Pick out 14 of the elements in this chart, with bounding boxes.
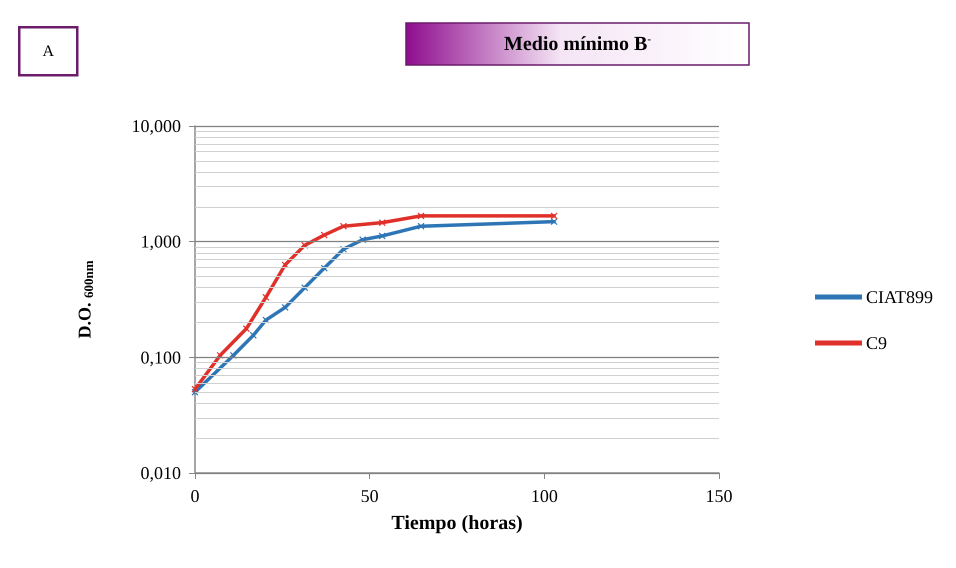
x-tick-label: 150 <box>706 486 732 506</box>
legend-label: C9 <box>866 333 888 353</box>
y-tick-label: 0,010 <box>140 463 181 483</box>
y-tick-label: 0,100 <box>140 347 181 368</box>
y-tick-label: 1,000 <box>140 232 181 252</box>
x-tick-label: 100 <box>530 486 558 506</box>
chart-title: Medio mínimo B- <box>504 33 652 55</box>
text: A <box>42 42 54 60</box>
x-tick-label: 0 <box>190 486 200 506</box>
y-axis-title: D.O. 600nm <box>74 260 96 339</box>
y-tick-label: 10,000 <box>132 116 181 136</box>
x-axis-title: Tiempo (horas) <box>391 512 523 534</box>
legend-label: CIAT899 <box>866 287 933 307</box>
x-tick-label: 50 <box>360 486 379 506</box>
